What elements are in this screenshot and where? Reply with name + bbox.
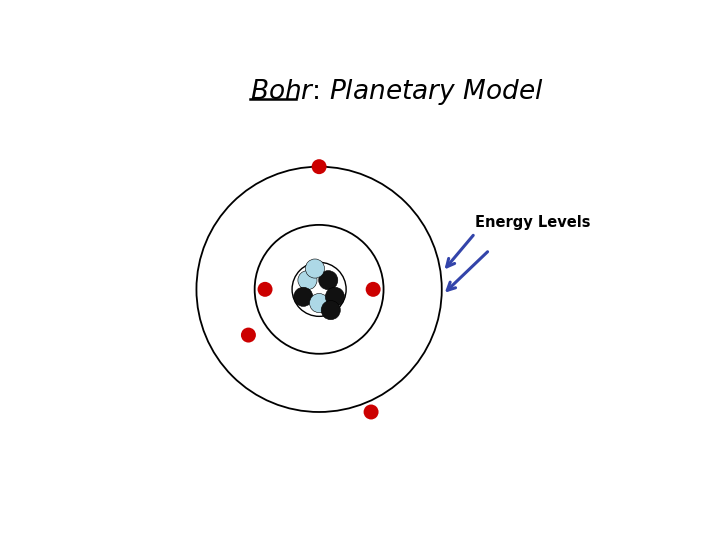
Circle shape (294, 287, 313, 306)
FancyArrowPatch shape (446, 235, 473, 267)
Circle shape (258, 282, 273, 297)
Circle shape (364, 404, 379, 420)
Circle shape (319, 271, 338, 290)
Circle shape (310, 294, 328, 313)
Text: Energy Levels: Energy Levels (475, 215, 590, 230)
Circle shape (292, 262, 346, 316)
Circle shape (321, 301, 341, 320)
Circle shape (241, 328, 256, 342)
Circle shape (325, 287, 344, 306)
Text: $\mathit{Bohr}$: $\mathit{Planetary\ Model}$: $\mathit{Bohr}$: $\mathit{Planetary\ Mod… (251, 77, 544, 107)
FancyArrowPatch shape (447, 252, 487, 291)
Circle shape (366, 282, 381, 297)
Circle shape (298, 271, 317, 290)
Circle shape (312, 159, 327, 174)
Circle shape (305, 259, 325, 278)
